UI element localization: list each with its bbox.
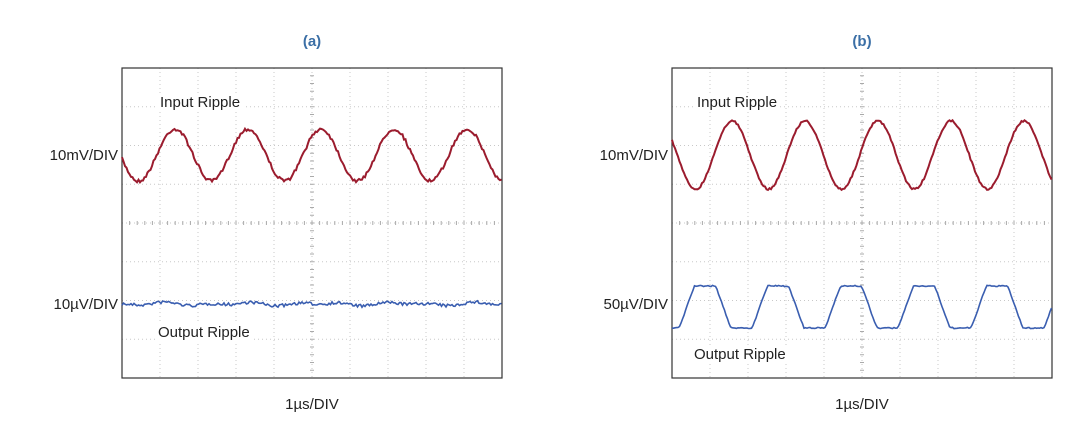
input-label: Input Ripple xyxy=(697,94,777,111)
output-scale: 50µV/DIV xyxy=(603,296,668,313)
output-waveform xyxy=(121,299,502,309)
output-label-bg xyxy=(691,344,789,364)
input-waveform xyxy=(671,118,1053,192)
input-label-bg xyxy=(694,92,781,112)
scope-frame xyxy=(671,67,1053,379)
time-scale: 1µs/DIV xyxy=(835,396,889,413)
input-label: Input Ripple xyxy=(160,94,240,111)
scope-frame xyxy=(121,67,503,379)
panel-title: (a) xyxy=(303,33,321,50)
time-scale: 1µs/DIV xyxy=(285,396,339,413)
output-scale: 10µV/DIV xyxy=(53,296,118,313)
output-label-bg xyxy=(155,322,253,342)
input-label-bg xyxy=(157,92,244,112)
panel-title: (b) xyxy=(852,33,871,50)
input-scale: 10mV/DIV xyxy=(600,147,668,164)
output-waveform xyxy=(672,284,1053,330)
output-label: Output Ripple xyxy=(158,324,250,341)
input-scale: 10mV/DIV xyxy=(50,147,118,164)
output-label: Output Ripple xyxy=(694,346,786,363)
input-waveform xyxy=(121,126,502,185)
